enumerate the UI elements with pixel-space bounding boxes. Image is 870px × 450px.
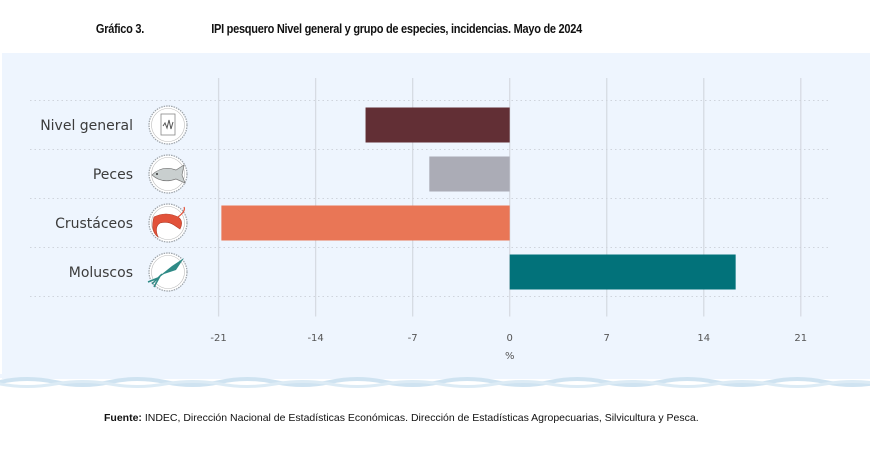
shrimp-icon <box>148 203 188 243</box>
x-tick-label: -7 <box>408 333 418 344</box>
category-label: Peces <box>93 167 133 183</box>
x-tick-label: 7 <box>604 333 610 344</box>
fish-icon <box>148 154 188 194</box>
figure-number: Gráfico 3. <box>95 22 145 36</box>
x-axis-label: % <box>505 351 515 362</box>
bar <box>365 107 510 143</box>
chart-title: IPI pesquero Nivel general y grupo de es… <box>211 22 582 36</box>
x-tick-label: 0 <box>507 333 513 344</box>
x-tick-label: -21 <box>210 333 226 344</box>
x-tick-label: 14 <box>697 333 710 344</box>
squid-icon <box>147 252 188 292</box>
source-note: Fuente: INDEC, Dirección Nacional de Est… <box>104 412 699 424</box>
category-label: Crustáceos <box>55 216 133 232</box>
wave-decoration <box>0 374 870 388</box>
source-label: Fuente: <box>104 412 142 424</box>
chart-document-icon <box>148 105 188 145</box>
bar <box>509 254 736 290</box>
x-tick-label: -14 <box>307 333 323 344</box>
x-tick-label: 21 <box>794 333 807 344</box>
bar <box>429 156 510 192</box>
bar <box>221 205 510 241</box>
figure-header: Gráfico 3. IPI pesquero Nivel general y … <box>0 22 766 42</box>
category-label: Moluscos <box>69 265 133 281</box>
category-label: Nivel general <box>40 118 133 134</box>
source-text: INDEC, Dirección Nacional de Estadística… <box>141 412 699 424</box>
